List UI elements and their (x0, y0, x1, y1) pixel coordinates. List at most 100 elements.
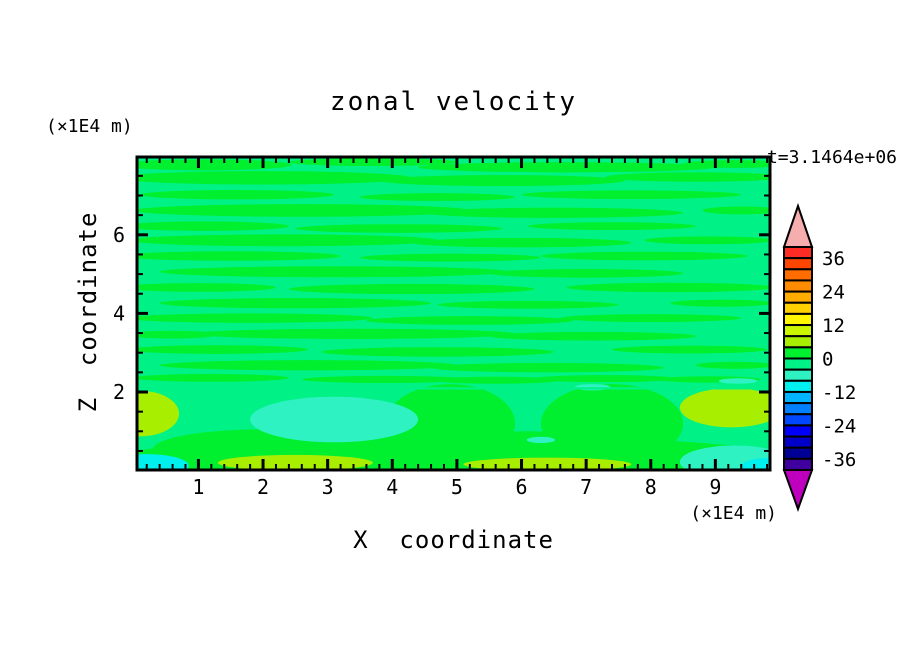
colorbar-box (783, 402, 813, 416)
z-tick-label: 4 (113, 301, 125, 325)
colorbar-box (783, 335, 813, 349)
contour-region (321, 347, 554, 357)
contour-region (670, 299, 770, 307)
contour-region (683, 160, 770, 168)
contour-region (526, 436, 556, 444)
x-tick-label: 2 (257, 475, 269, 499)
contour-region (137, 159, 293, 171)
contour-region (560, 314, 742, 323)
colorbar-over-arrow (782, 202, 814, 248)
colorbar-box (783, 457, 813, 472)
x-axis-title: X coordinate (353, 526, 554, 554)
contour-region (527, 222, 696, 231)
colorbar-tick-label: 24 (822, 282, 845, 304)
colorbar-tick-label: 12 (822, 315, 845, 337)
contour-region (137, 171, 412, 185)
x-tick-label: 5 (451, 475, 463, 499)
contour-region (191, 328, 516, 339)
x-tick-label: 9 (709, 475, 721, 499)
contour-region (301, 375, 470, 383)
contour-region (288, 158, 457, 167)
colorbar-box (783, 390, 813, 405)
contour-region (366, 316, 574, 325)
contour-region (359, 193, 516, 202)
colorbar-box (783, 268, 813, 282)
colorbar-box (783, 357, 813, 371)
colorbar-box (783, 424, 813, 438)
contour-region (288, 283, 535, 295)
time-label: t=3.1464e+06 (766, 147, 897, 168)
contour-region (359, 253, 541, 262)
contour-region (741, 458, 770, 470)
colorbar-box (783, 257, 813, 271)
contour-region (521, 190, 742, 200)
colorbar-box (783, 324, 813, 338)
colorbar-tick-label: -12 (822, 382, 856, 404)
z-axis-title: Z coordinate (74, 211, 102, 413)
contour-region (702, 206, 770, 215)
contour-region (489, 268, 684, 278)
colorbar-box (783, 312, 813, 327)
contour-region (217, 454, 373, 470)
contour-region (566, 282, 770, 293)
x-tick-label: 7 (580, 475, 592, 499)
contour-region (137, 454, 189, 470)
contour-region (137, 221, 289, 231)
contour-region (137, 330, 218, 339)
contour-region (424, 207, 684, 218)
contour-region (137, 390, 180, 437)
contour-region (379, 175, 625, 187)
contour-field (137, 157, 770, 470)
colorbar-box (783, 246, 813, 260)
contour-region (605, 172, 770, 182)
contour-region (463, 431, 593, 463)
contour-region (431, 376, 561, 384)
contour-region (679, 445, 770, 470)
x-axis-unit: (×1E4 m) (690, 503, 777, 524)
colorbar-box (783, 435, 813, 449)
colorbar-box (783, 279, 813, 293)
x-tick-label: 8 (645, 475, 657, 499)
colorbar-box (783, 413, 813, 427)
colorbar-box (783, 301, 813, 315)
contour-region (437, 300, 619, 309)
x-tick-label: 4 (386, 475, 398, 499)
contour-region (140, 189, 335, 200)
colorbar-under-arrow (782, 469, 814, 512)
contour-region (137, 373, 289, 382)
contour-region (411, 237, 632, 248)
contour-region (696, 361, 770, 369)
colorbar-box (783, 290, 813, 304)
contour-region (718, 378, 758, 384)
colorbar-box (783, 446, 813, 460)
contour-region (489, 331, 696, 341)
contour-region (137, 234, 438, 247)
colorbar-box (783, 379, 813, 393)
colorbar-tick-label: -36 (822, 449, 856, 471)
colorbar-box (783, 346, 813, 360)
z-tick-label: 2 (113, 380, 125, 404)
contour-region (418, 162, 716, 173)
contour-region (295, 224, 503, 233)
contour-region (534, 375, 677, 383)
contour-region (159, 360, 457, 371)
colorbar-tick-label: 36 (822, 248, 845, 270)
x-tick-label: 1 (192, 475, 204, 499)
contour-region (463, 457, 632, 470)
contour-region (137, 313, 373, 323)
contour-region (159, 298, 432, 309)
contour-region (644, 236, 770, 245)
x-tick-label: 3 (322, 475, 334, 499)
z-axis-unit: (×1E4 m) (46, 116, 133, 137)
colorbar-box (783, 368, 813, 382)
z-tick-label: 6 (113, 223, 125, 247)
plot-title: zonal velocity (329, 87, 578, 117)
contour-region (137, 204, 470, 217)
contour-region (137, 283, 276, 292)
contour-region (159, 266, 509, 278)
contour-region (679, 388, 770, 428)
x-tick-label: 6 (515, 475, 527, 499)
contour-region (431, 362, 664, 373)
